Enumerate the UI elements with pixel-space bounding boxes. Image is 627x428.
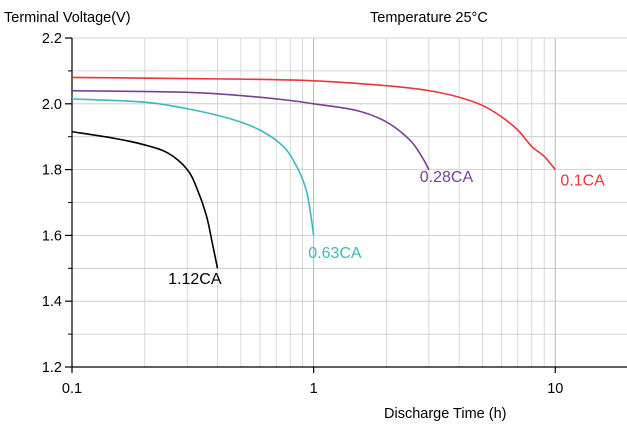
y-axis-title: Terminal Voltage(V): [4, 10, 131, 26]
series-line-0-28ca: [71, 89, 430, 170]
series-line-0-63ca: [71, 98, 315, 236]
series-label-0-1ca: 0.1CA: [560, 172, 605, 189]
chart-title: Temperature 25°C: [370, 10, 488, 26]
x-axis-title: Discharge Time (h): [384, 406, 506, 422]
y-tick-label: 1.6: [42, 228, 62, 244]
series-label-0-28ca: 0.28CA: [420, 169, 474, 186]
x-tick-label: 10: [547, 381, 563, 397]
series-line-1-12ca: [71, 130, 219, 269]
y-tick-label: 1.8: [42, 163, 62, 179]
chart-series-labels: 0.1CA 0.28CA 0.63CA 1.12CA: [168, 169, 605, 288]
chart-series: [71, 76, 556, 269]
x-tick-label: 1: [310, 381, 318, 397]
series-line-0-1ca: [71, 76, 556, 171]
x-tick-label: 0.1: [62, 381, 82, 397]
chart-grid: [71, 37, 627, 368]
series-label-0-63ca: 0.63CA: [308, 245, 362, 262]
y-tick-label: 1.4: [42, 294, 62, 310]
y-tick-label: 2.2: [42, 31, 62, 47]
y-tick-label: 1.2: [42, 360, 62, 376]
y-tick-label: 2.0: [42, 97, 62, 113]
series-label-1-12ca: 1.12CA: [168, 271, 222, 288]
chart-ticks: 1.2 1.4 1.6 1.8 2.0 2.2 0.1 1 10: [42, 31, 564, 397]
